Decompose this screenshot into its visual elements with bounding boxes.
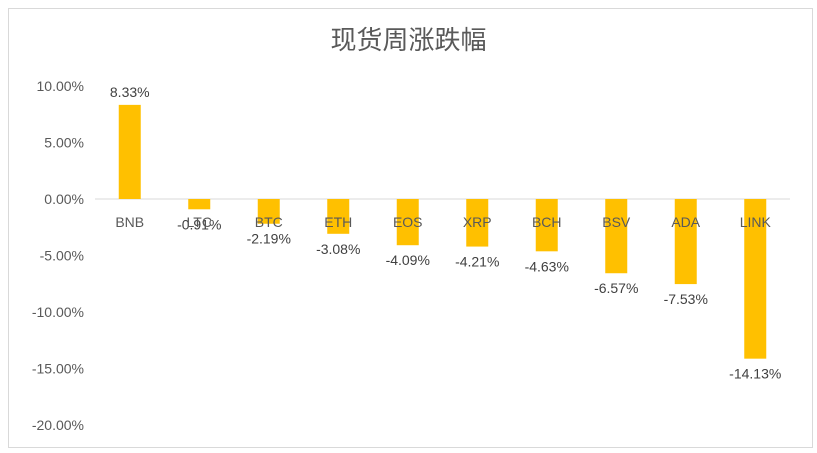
y-tick-label: 10.00% xyxy=(37,78,84,94)
data-label-btc: -2.19% xyxy=(247,231,291,247)
bar-bsv xyxy=(605,199,628,274)
bar-eth xyxy=(327,199,350,234)
data-label-bsv: -6.57% xyxy=(594,280,638,296)
category-label-ltc: LTC xyxy=(187,214,212,230)
data-label-bnb: 8.33% xyxy=(110,84,150,100)
bar-xrp xyxy=(466,199,489,247)
data-label-link: -14.13% xyxy=(729,366,781,382)
y-tick-label: -15.00% xyxy=(32,361,84,377)
y-axis: 10.00% 5.00% 0.00% -5.00% -10.00% -15.00% -20.… xyxy=(32,78,790,433)
bar-eos xyxy=(396,199,419,246)
bar-link xyxy=(744,199,767,359)
y-tick-label: 0.00% xyxy=(44,191,84,207)
category-label-bch: BCH xyxy=(532,214,562,230)
data-label-ltc: -0.91% xyxy=(177,216,221,232)
category-label-xrp: XRP xyxy=(463,214,492,230)
category-labels: BNB LTC BTC ETH EOS XRP BCH BSV ADA LINK xyxy=(115,214,771,230)
bars xyxy=(118,104,767,359)
chart-title: 现货周涨跌幅 xyxy=(330,26,487,56)
data-label-xrp: -4.21% xyxy=(455,254,499,270)
data-label-eos: -4.09% xyxy=(386,252,430,268)
category-label-ada: ADA xyxy=(671,214,700,230)
data-label-eth: -3.08% xyxy=(316,241,360,257)
category-label-link: LINK xyxy=(740,214,772,230)
data-label-bch: -4.63% xyxy=(525,258,569,274)
bar-bnb xyxy=(118,104,141,199)
category-label-bnb: BNB xyxy=(115,214,144,230)
category-label-eth: ETH xyxy=(324,214,352,230)
bar-bch xyxy=(535,199,558,252)
category-label-btc: BTC xyxy=(255,214,283,230)
y-tick-label: -10.00% xyxy=(32,304,84,320)
category-label-bsv: BSV xyxy=(602,214,631,230)
data-labels: 8.33% -0.91% -2.19% -3.08% -4.09% -4.21% -4.63… xyxy=(110,84,781,382)
bar-ltc xyxy=(188,199,211,210)
data-label-ada: -7.53% xyxy=(664,291,708,307)
category-label-eos: EOS xyxy=(393,214,423,230)
y-tick-label: -5.00% xyxy=(40,248,84,264)
y-tick-label: -20.00% xyxy=(32,417,84,433)
bar-ada xyxy=(674,199,697,285)
bar-btc xyxy=(257,199,280,224)
y-tick-label: 5.00% xyxy=(44,135,84,151)
